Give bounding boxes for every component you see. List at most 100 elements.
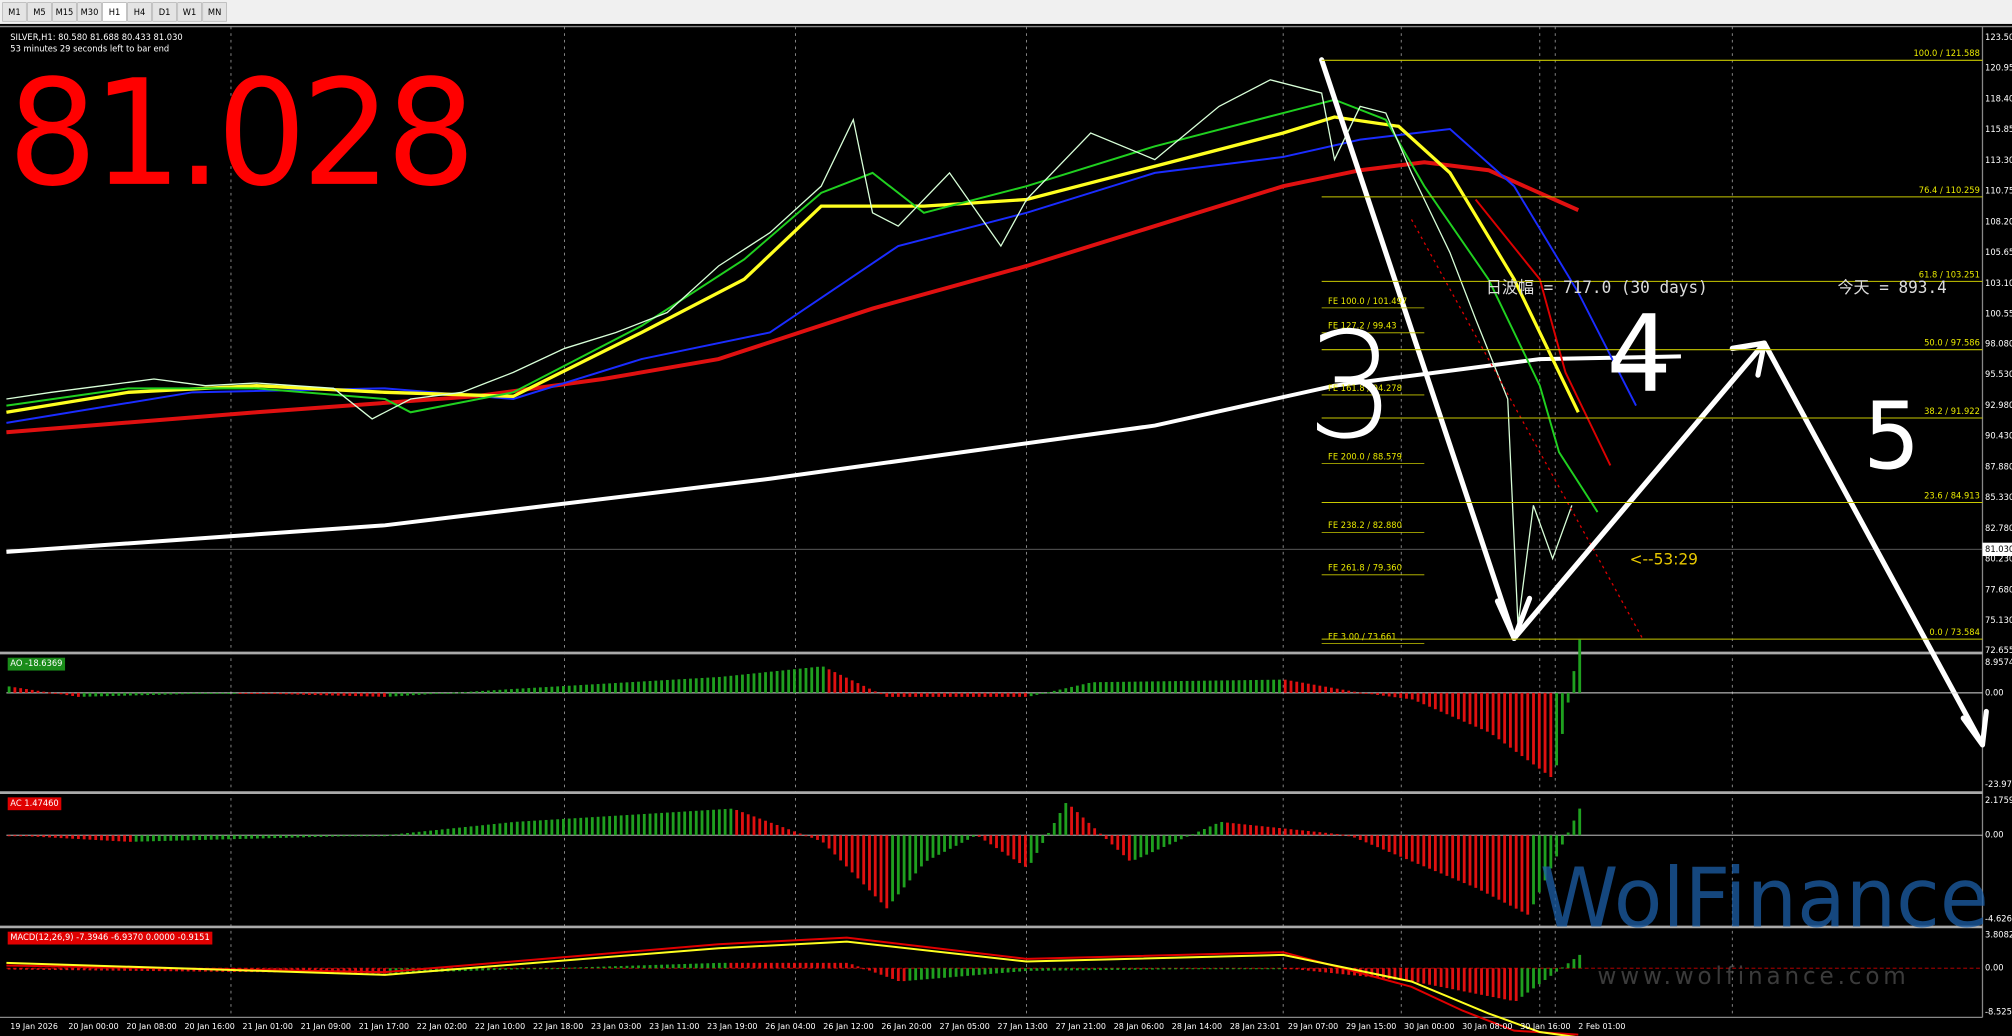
histogram-bar [1035,835,1039,853]
histogram-bar [1041,835,1045,843]
price-tick: 113.30 [1985,156,2012,166]
tab[interactable] [202,2,227,22]
histogram-bar [567,967,571,969]
tab[interactable] [2,2,27,22]
histogram-bar [625,682,629,693]
histogram-bar [13,687,17,693]
tab-label[interactable]: M30 [81,8,99,18]
tab[interactable] [77,2,102,22]
histogram-bar [117,968,121,971]
histogram-bar [175,968,178,972]
histogram-bar [1497,968,1501,999]
tab[interactable] [177,2,202,22]
price-tick: 103.10 [1985,279,2012,289]
histogram-bar [1278,679,1281,693]
tab-label[interactable]: M1 [8,8,20,18]
histogram-bar [1428,968,1431,985]
histogram-bar [1318,832,1322,836]
histogram-bar [995,835,998,849]
histogram-bar [925,968,929,980]
toolbar [0,0,2012,24]
histogram-bar [180,968,184,972]
histogram-bar [862,685,866,693]
histogram-bar [1156,681,1160,693]
histogram-bar [290,692,294,695]
histogram-bar [1070,686,1073,693]
tab-label[interactable]: H4 [134,8,146,18]
histogram-bar [1422,835,1426,867]
tab[interactable] [52,2,77,22]
tab-label[interactable]: W1 [183,8,197,18]
histogram-bar [637,814,640,836]
histogram-bar [1087,682,1091,693]
histogram-bar [255,835,259,839]
tab-label[interactable]: M15 [56,8,74,18]
watermark-url: www.wolfinance.com [1598,962,1910,990]
histogram-bar [706,963,710,969]
histogram-bar [1353,835,1356,838]
symbol-info: SILVER,H1: 80.580 81.688 80.433 81.030 [10,33,182,43]
histogram-bar [331,692,334,696]
histogram-bar [1070,968,1073,971]
histogram-bar [694,810,698,836]
histogram-bar [971,692,975,697]
tab-label[interactable]: D1 [159,8,171,18]
histogram-bar [556,819,560,836]
histogram-bar [1145,968,1149,970]
histogram-bar [821,835,825,843]
histogram-bar [504,822,508,836]
histogram-bar [717,676,721,693]
tab[interactable] [102,2,127,22]
time-tick: 22 Jan 10:00 [475,1021,525,1031]
tab-label[interactable]: MN [208,8,221,18]
histogram-bar [746,673,750,693]
histogram-bar [896,692,900,697]
histogram-bar [873,968,877,973]
histogram-bar [902,835,906,888]
histogram-bar [417,968,421,973]
histogram-bar [1532,692,1535,765]
histogram-bar [1231,968,1235,970]
histogram-bar [1133,681,1137,693]
histogram-bar [1416,968,1420,983]
histogram-bar [590,684,594,693]
time-tick: 26 Jan 20:00 [881,1021,931,1031]
histogram-bar [1318,968,1322,972]
tab-label[interactable]: M5 [33,8,45,18]
histogram-bar [573,685,577,693]
histogram-bar [798,668,802,693]
histogram-bar [850,680,854,693]
histogram-bar [1006,968,1010,973]
histogram-bar [146,835,150,842]
histogram-bar [1237,823,1241,836]
histogram-bar [1347,690,1351,693]
histogram-bar [348,835,352,837]
fe-label: FE 200.0 / 88.579 [1328,452,1402,462]
histogram-bar [1457,835,1460,881]
histogram-bar [76,835,80,840]
tab[interactable] [152,2,177,22]
histogram-bar [833,835,837,855]
histogram-bar [1110,968,1114,970]
histogram-bar [544,968,548,970]
tab[interactable] [127,2,152,22]
tab-label[interactable]: H1 [109,8,121,18]
wave-path [1319,57,1986,748]
histogram-bar [48,968,51,970]
histogram-bar [579,817,583,836]
histogram-bar [440,692,444,694]
histogram-bar [1387,692,1391,697]
histogram-bar [53,968,57,971]
tab[interactable] [27,2,52,22]
histogram-bar [631,965,635,969]
histogram-bar [856,835,860,879]
histogram-bar [706,677,710,693]
histogram-bar [36,835,40,837]
histogram-bar [510,689,513,693]
histogram-bar [1208,968,1212,970]
histogram-bar [1093,968,1097,971]
histogram-bar [1480,968,1483,995]
histogram-bar [1312,684,1316,693]
histogram-bar [1376,968,1380,978]
histogram-bar [868,688,871,693]
